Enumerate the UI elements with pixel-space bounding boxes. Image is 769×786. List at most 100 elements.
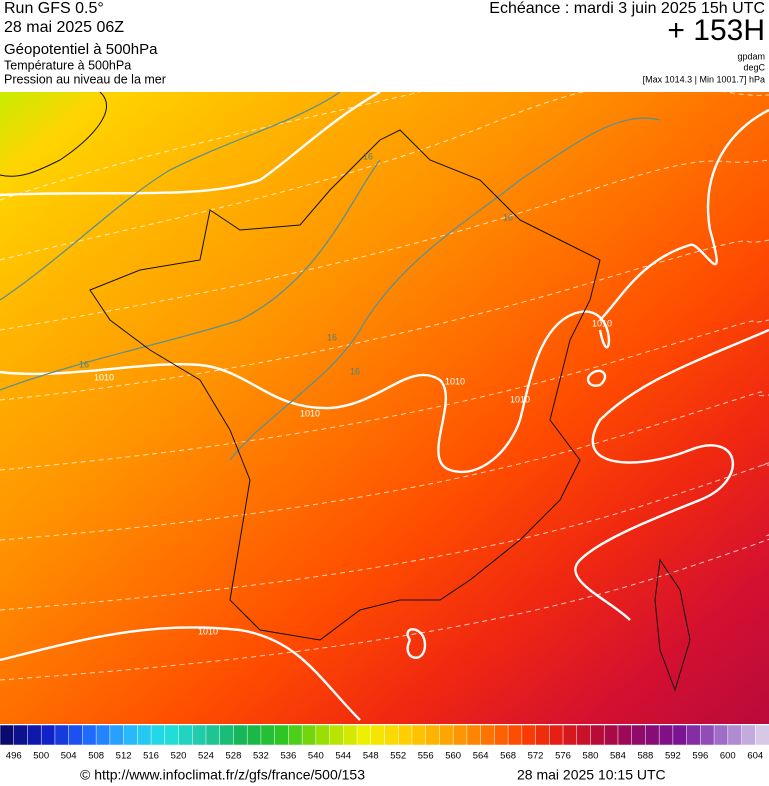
colorbar-label: 508 <box>88 751 104 762</box>
colorbar-swatch <box>343 724 358 746</box>
colorbar-swatch <box>0 724 15 746</box>
field-label: Pression au niveau de la mer <box>4 72 166 86</box>
colorbar-swatch <box>54 724 70 746</box>
colorbar-label: 496 <box>6 751 22 762</box>
colorbar-swatch <box>521 724 537 746</box>
run-date: 28 mai 2025 06Z <box>4 19 124 36</box>
colorbar-swatch <box>658 724 674 746</box>
isotherm-label: 16 <box>363 151 373 161</box>
colorbar-swatch <box>95 724 111 746</box>
colorbar-swatch <box>164 724 180 746</box>
unit-label: gpdam <box>737 51 765 61</box>
field-label: Température à 500hPa <box>4 58 131 72</box>
colorbar-swatch <box>219 724 235 746</box>
colorbar-swatch <box>68 724 84 746</box>
colorbar-label: 524 <box>198 751 214 762</box>
colorbar-swatch <box>631 724 647 746</box>
temperature-field <box>0 92 769 724</box>
colorbar-swatch <box>260 724 276 746</box>
colorbar-label: 544 <box>335 751 351 762</box>
source-url: © http://www.infoclimat.fr/z/gfs/france/… <box>80 767 365 783</box>
colorbar-swatch <box>576 724 592 746</box>
colorbar-swatch <box>590 724 605 746</box>
colorbar-swatch <box>617 724 633 746</box>
colorbar-label: 580 <box>583 751 599 762</box>
colorbar-swatch <box>27 724 42 746</box>
colorbar-label: 504 <box>61 751 77 762</box>
colorbar-swatch <box>329 724 345 746</box>
colorbar-swatch <box>13 724 29 746</box>
isobar-label: 1010 <box>94 372 114 382</box>
colorbar-swatch <box>425 724 441 746</box>
timestamp: 28 mai 2025 10:15 UTC <box>517 767 666 783</box>
isotherm-label: 16 <box>327 332 337 342</box>
colorbar-label: 556 <box>418 751 434 762</box>
colorbar-label: 572 <box>528 751 544 762</box>
colorbar-label: 500 <box>33 751 49 762</box>
colorbar-swatch <box>384 724 399 746</box>
isotherm-label: 16 <box>503 212 513 222</box>
colorbar-label: 532 <box>253 751 269 762</box>
colorbar-swatch <box>452 724 468 746</box>
colorbar-label: 560 <box>445 751 461 762</box>
colorbar-swatch <box>700 724 715 746</box>
colorbar-swatch <box>466 724 482 746</box>
colorbar-label: 552 <box>390 751 406 762</box>
colorbar-label: 588 <box>637 751 653 762</box>
colorbar-swatch <box>82 724 97 746</box>
colorbar-swatch <box>288 724 303 746</box>
colorbar-label: 512 <box>116 751 132 762</box>
colorbar-swatch <box>123 724 139 746</box>
isotherms <box>0 92 661 461</box>
unit-label: degC <box>743 62 765 72</box>
colorbar-swatch <box>672 724 688 746</box>
map: 1010 1010 1010 1010 1010 1010 16 16 16 16 16 <box>0 92 769 724</box>
isobar-label: 1010 <box>510 394 530 404</box>
colorbar-swatch <box>507 724 523 746</box>
colorbar-swatch <box>315 724 331 746</box>
colorbar-swatch <box>40 724 56 746</box>
colorbar-swatch <box>480 724 496 746</box>
colorbar-swatch <box>178 724 193 746</box>
corsica-coast <box>654 558 691 692</box>
colorbar-label: 564 <box>473 751 489 762</box>
colorbar-swatch <box>727 724 743 746</box>
colorbar-label: 568 <box>500 751 516 762</box>
colorbar-swatch <box>686 724 702 746</box>
colorbar-label: 548 <box>363 751 379 762</box>
colorbar-swatch <box>713 724 729 746</box>
colorbar-label: 584 <box>610 751 626 762</box>
run-title: Run GFS 0.5° <box>4 0 104 17</box>
colorbar: 496 500 504 508 512 516 520 524 528 532 536 540 544 5… <box>0 724 769 762</box>
colorbar-swatch <box>301 724 317 746</box>
colorbar-swatch <box>370 724 386 746</box>
isobar-label: 1010 <box>445 376 465 386</box>
colorbar-swatch <box>411 724 427 746</box>
colorbar-label: 528 <box>226 751 242 762</box>
colorbar-swatch <box>439 724 454 746</box>
isobar-label: 1010 <box>592 318 612 328</box>
colorbar-label: 536 <box>280 751 296 762</box>
colorbar-swatch <box>274 724 290 746</box>
colorbar-swatch <box>494 724 509 746</box>
isotherm-label: 16 <box>350 366 360 376</box>
colorbar-swatch <box>755 724 769 746</box>
colorbar-swatch <box>233 724 248 746</box>
colorbar-label: 520 <box>171 751 187 762</box>
colorbar-swatch <box>562 724 578 746</box>
colorbar-label: 600 <box>720 751 736 762</box>
colorbar-label: 592 <box>665 751 681 762</box>
colorbar-swatch <box>397 724 413 746</box>
france-border <box>89 129 601 641</box>
colorbar-swatch <box>741 724 757 746</box>
colorbar-label: 540 <box>308 751 324 762</box>
colorbar-swatch <box>150 724 166 746</box>
colorbar-label: 604 <box>747 751 763 762</box>
isobar-label: 1010 <box>300 408 320 418</box>
lead-time: + 153H <box>667 14 765 47</box>
uk-coast <box>0 92 107 177</box>
isobars <box>0 92 769 721</box>
field-label: Géopotentiel à 500hPa <box>4 41 158 58</box>
